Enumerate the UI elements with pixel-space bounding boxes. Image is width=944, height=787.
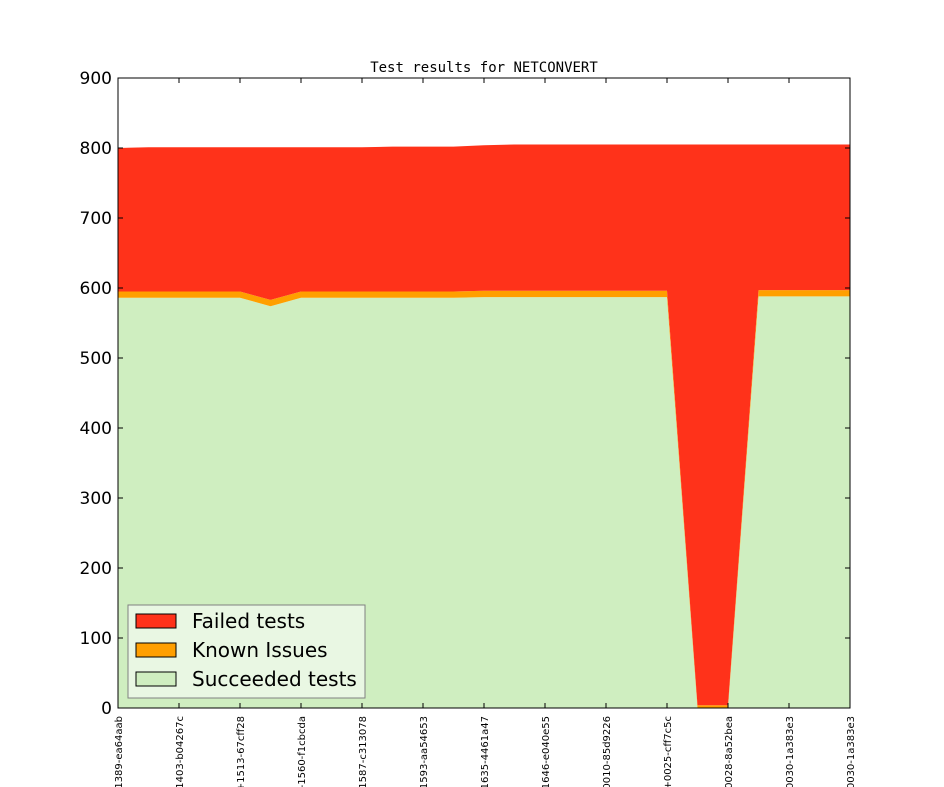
y-tick-label: 700 [80,209,112,229]
y-tick-label: 300 [80,489,112,509]
legend-label: Failed tests [192,609,305,633]
x-tick-label: 1587-c313078 [358,716,369,787]
legend-swatch [135,613,177,629]
x-tick-label: 0028-8a52bea [724,716,735,787]
x-tick-label: +1513-67cff28 [236,716,247,787]
legend-label: Succeeded tests [192,667,357,691]
y-tick-label: 200 [80,559,112,579]
y-axis: 0 100 200 300 400 500 600 700 800 900 [80,69,850,719]
x-tick-label: 1403-b04267c [175,716,186,787]
x-tick-label: 1635-4461a47 [480,716,491,787]
x-tick-label: -1560-f1cbcda [297,716,308,787]
y-tick-label: 100 [80,629,112,649]
x-tick-label: 0030-1a383e3 [785,716,796,787]
x-tick-label: 0030-1a383e3 [846,716,857,787]
y-tick-label: 800 [80,139,112,159]
y-tick-label: 600 [80,279,112,299]
area-failed-tests [118,144,850,706]
x-tick-label: 0010-85d9226 [602,716,613,787]
y-tick-label: 500 [80,349,112,369]
y-tick-label: 400 [80,419,112,439]
legend-label: Known Issues [192,638,328,662]
chart-title: Test results for NETCONVERT [370,60,598,76]
x-tick-label: +0025-cff7c5c [663,716,674,787]
x-tick-label: 1389-ea64aab [114,716,125,787]
legend-swatch [135,671,177,687]
plot-frame [117,77,851,709]
x-tick-label: 1646-e040e55 [541,716,552,787]
legend-swatch [135,642,177,658]
legend: Failed tests Known Issues Succeeded tests [127,604,366,699]
y-tick-label: 900 [80,69,112,89]
x-tick-label: 1593-aa54653 [419,716,430,787]
x-axis: 1389-ea64aab 1403-b04267c +1513-67cff28 -15… [114,78,857,787]
y-tick-label: 0 [101,699,112,719]
